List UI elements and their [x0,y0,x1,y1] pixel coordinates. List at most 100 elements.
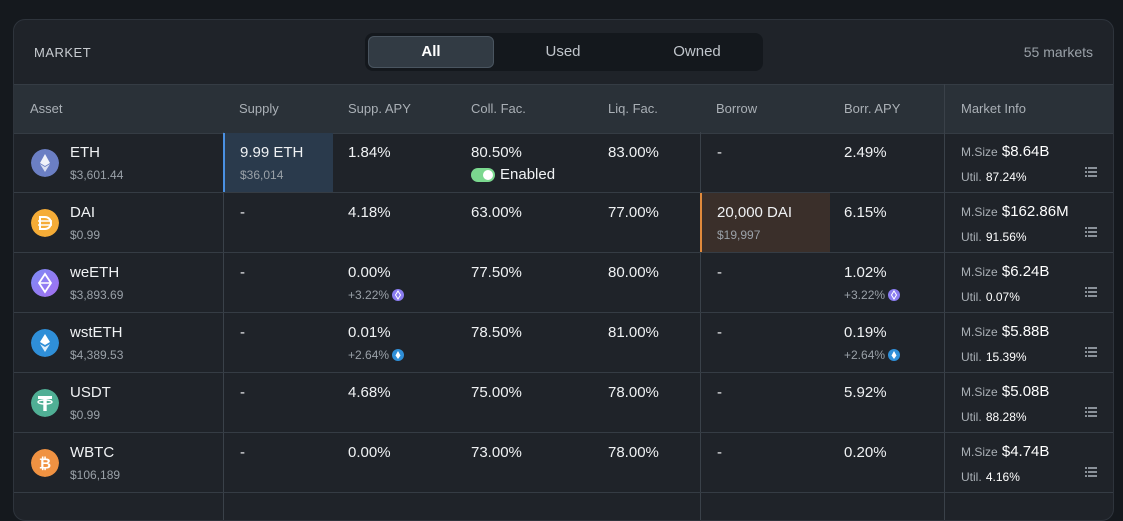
table-row[interactable]: DAI $0.99 - 4.18% 63.00% 77.00% 20,000 D… [14,193,1113,253]
tether-icon [31,389,59,417]
svg-text:₿: ₿ [39,455,51,473]
asset-symbol: ETH [70,144,100,161]
collateral-factor: 78.50% [471,324,522,341]
table-row[interactable]: ₿ WBTC $106,189 - 0.00% 73.00% 78.00% - … [14,433,1113,493]
column-header-liq-fac[interactable]: Liq. Fac. [608,101,658,116]
borrow-apy: 1.02% [844,264,887,281]
liquidation-factor: 83.00% [608,144,659,161]
table-row[interactable]: wstETH $4,389.53 - 0.01% +2.64% 78.50% 8… [14,313,1113,373]
market-size: M.Size $5.08B [961,383,1050,400]
market-size: M.Size $5.88B [961,323,1050,340]
table-row[interactable]: USDT $0.99 - 4.68% 75.00% 78.00% - 5.92%… [14,373,1113,433]
supply-usd: $36,014 [240,168,284,182]
liquidation-factor: 77.00% [608,204,659,221]
collateral-factor: 80.50% [471,144,522,161]
asset-price: $0.99 [70,408,101,422]
weeth-reward-icon [392,289,405,301]
market-panel: MARKET All Used Owned 55 markets Asset S… [13,19,1114,521]
borrow-amount: 20,000 DAI [717,204,793,221]
column-divider [223,132,224,520]
column-header-market-info[interactable]: Market Info [961,101,1027,116]
list-icon[interactable] [1085,167,1097,177]
column-header-supply[interactable]: Supply [239,101,279,116]
liquidation-factor: 80.00% [608,264,659,281]
market-size: M.Size $8.64B [961,143,1050,160]
supply-apy: 0.00% [348,264,391,281]
weeth-reward-icon [888,289,901,301]
list-icon[interactable] [1085,407,1097,417]
asset-price: $3,601.44 [70,168,124,182]
lido-reward-icon [392,349,405,361]
borrow-amount: - [717,324,722,341]
borrow-usd: $19,997 [717,228,761,242]
collateral-factor: 75.00% [471,384,522,401]
weeth-icon [31,269,59,297]
liquidation-factor: 78.00% [608,444,659,461]
wsteth-icon [31,329,59,357]
column-header-borrow[interactable]: Borrow [716,101,758,116]
column-divider [700,132,701,520]
market-count: 55 markets [1023,44,1093,60]
utilization: Util. 91.56% [961,230,1027,244]
column-header-supp-apy[interactable]: Supp. APY [348,101,411,116]
table-row[interactable]: weETH $3,893.69 - 0.00% +3.22% 77.50% 80… [14,253,1113,313]
borrow-bonus-apy: +2.64% [844,348,901,362]
borrow-amount: - [717,144,722,161]
column-divider [944,84,945,520]
borrow-bonus-apy: +3.22% [844,288,901,302]
asset-symbol: weETH [70,264,120,281]
table-header: Asset Supply Supp. APY Coll. Fac. Liq. F… [14,84,1113,134]
lido-reward-icon [888,349,901,361]
asset-symbol: WBTC [70,444,115,461]
borrow-position-highlight [700,193,830,252]
list-icon[interactable] [1085,347,1097,357]
market-size: M.Size $4.74B [961,443,1050,460]
tab-used[interactable]: Used [545,43,581,60]
borrow-amount: - [717,384,722,401]
list-icon[interactable] [1085,227,1097,237]
column-header-coll-fac[interactable]: Coll. Fac. [471,101,526,116]
market-toolbar: MARKET All Used Owned 55 markets [14,20,1113,84]
toggle-knob [483,170,493,180]
market-size: M.Size $162.86M [961,203,1069,220]
supply-bonus-apy: +2.64% [348,348,405,362]
supply-amount: - [240,264,245,281]
utilization: Util. 88.28% [961,410,1027,424]
collateral-toggle[interactable] [471,168,495,182]
ethereum-icon [31,149,59,177]
borrow-amount: - [717,264,722,281]
supply-amount: - [240,444,245,461]
column-header-borr-apy[interactable]: Borr. APY [844,101,901,116]
borrow-apy: 5.92% [844,384,887,401]
collateral-factor: 77.50% [471,264,522,281]
asset-symbol: USDT [70,384,111,401]
collateral-factor: 63.00% [471,204,522,221]
asset-price: $106,189 [70,468,121,482]
tab-all[interactable]: All [368,36,494,68]
asset-price: $0.99 [70,228,101,242]
supply-apy: 4.18% [348,204,391,221]
borrow-apy: 2.49% [844,144,887,161]
supply-amount: - [240,324,245,341]
supply-apy: 0.01% [348,324,391,341]
borrow-amount: - [717,444,722,461]
supply-amount: 9.99 ETH [240,144,304,161]
dai-icon [31,209,59,237]
asset-price: $4,389.53 [70,348,124,362]
list-icon[interactable] [1085,467,1097,477]
supply-amount: - [240,384,245,401]
page-title: MARKET [34,45,92,60]
utilization: Util. 87.24% [961,170,1027,184]
liquidation-factor: 81.00% [608,324,659,341]
table-row[interactable]: ETH $3,601.44 9.99 ETH $36,014 1.84% 80.… [14,133,1113,193]
borrow-apy: 0.19% [844,324,887,341]
column-header-asset[interactable]: Asset [30,101,63,116]
supply-apy: 0.00% [348,444,391,461]
supply-apy: 4.68% [348,384,391,401]
tab-owned[interactable]: Owned [673,43,721,60]
asset-price: $3,893.69 [70,288,124,302]
filter-segmented-control: All Used Owned [365,33,763,71]
asset-symbol: DAI [70,204,96,221]
supply-bonus-apy: +3.22% [348,288,405,302]
list-icon[interactable] [1085,287,1097,297]
